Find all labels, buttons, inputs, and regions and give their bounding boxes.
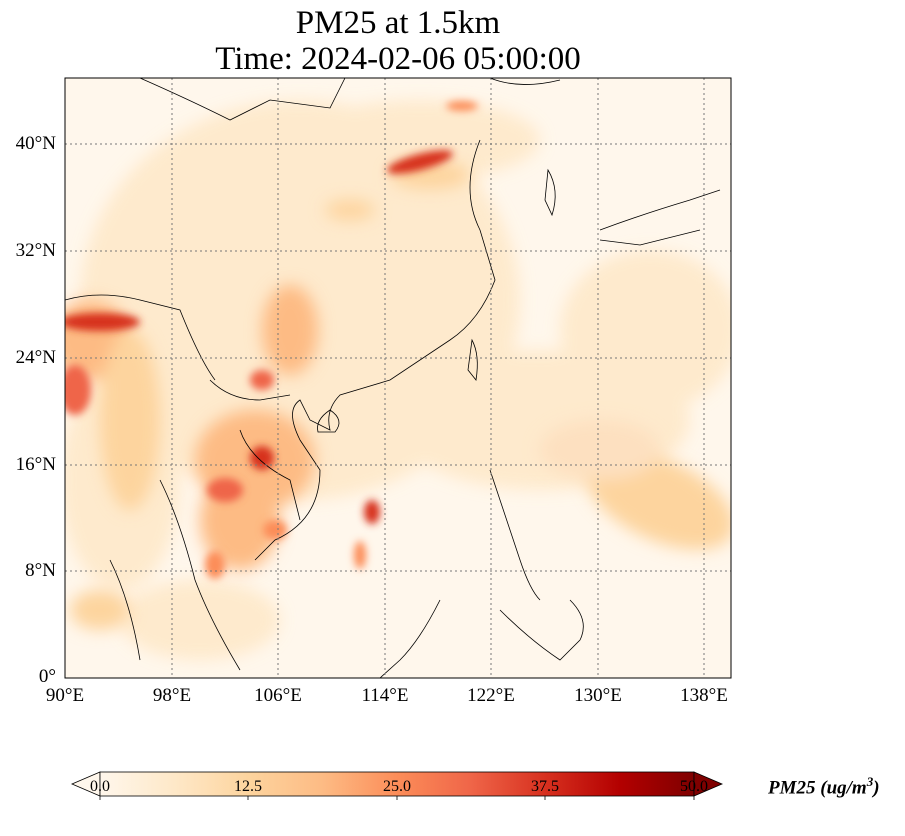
lat-tick-16n: 16°N [15,454,56,475]
colorbar-label-close: ) [873,777,880,799]
lon-tick-130e: 130°E [574,685,622,706]
lat-tick-8n: 8°N [25,560,56,581]
lon-tick-138e: 138°E [680,685,728,706]
lon-tick-114e: 114°E [361,685,409,706]
lat-tick-24n: 24°N [15,347,56,368]
lon-tick-90e: 90°E [45,685,85,706]
colorbar-max-extend-arrow [693,771,724,797]
lat-tick-32n: 32°N [15,240,56,261]
coastlines [65,78,721,678]
colorbar-tick-37-5: 37.5 [531,778,559,795]
lon-tick-106e: 106°E [254,685,302,706]
map-frame [64,77,732,679]
colorbar-label-superscript: 3 [866,774,874,789]
pm25-field [65,78,731,678]
lon-tick-122e: 122°E [467,685,515,706]
colorbar-gradient [99,771,695,797]
lon-tick-98e: 98°E [152,685,192,706]
colorbar-label-text: PM25 (ug/m [768,777,867,799]
colorbar-tick-0: 0.0 [90,778,110,795]
lat-tick-0: 0° [38,666,56,687]
map-title-line-2: Time: 2024-02-06 05:00:00 [215,41,581,77]
lat-tick-40n: 40°N [15,133,56,154]
colorbar-tick-12-5: 12.5 [234,778,262,795]
colorbar-label: PM25 (ug/m3) [768,774,880,799]
colorbar-tick-25: 25.0 [383,778,411,795]
map-title-line-1: PM25 at 1.5km [295,5,501,41]
gridlines [65,78,731,678]
colorbar-tick-50: 50.0 [680,778,708,795]
